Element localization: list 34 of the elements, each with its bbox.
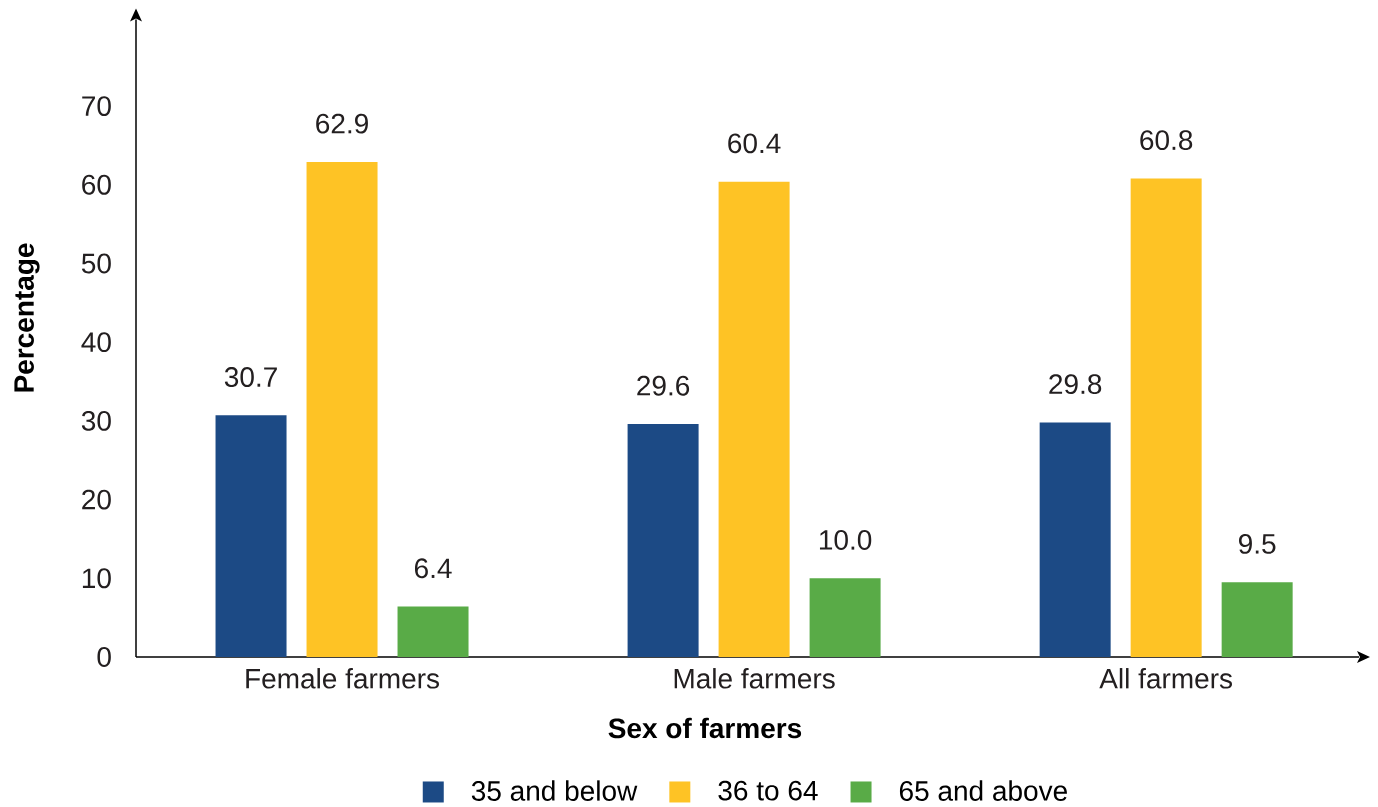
x-tick-label: All farmers: [1099, 668, 1232, 689]
bar: [627, 424, 699, 657]
bar: [306, 161, 378, 657]
data-label: 29.6: [637, 375, 690, 396]
data-label: 9.5: [1239, 533, 1276, 554]
x-axis-title: Sex of farmers: [608, 717, 802, 739]
legend-label: 36 to 64: [718, 780, 818, 801]
y-tick-label: 60: [82, 174, 111, 195]
data-label: 60.8: [1140, 130, 1193, 151]
legend-label: 65 and above: [899, 780, 1067, 801]
x-tick-label: Male farmers: [674, 668, 835, 689]
bar: [809, 578, 881, 657]
data-label: 10.0: [819, 530, 872, 550]
bar: [397, 606, 469, 657]
y-tick-label: 50: [81, 253, 111, 274]
data-label: 29.8: [1049, 374, 1102, 395]
y-tick-label: 0: [97, 647, 111, 667]
y-tick-label: 20: [82, 489, 111, 510]
bar: [215, 415, 287, 657]
y-tick-label: 10: [82, 568, 111, 589]
bar: [718, 181, 790, 657]
y-tick-label: 30: [81, 410, 111, 431]
bar: [1130, 178, 1202, 657]
data-label: 62.9: [316, 113, 368, 134]
data-label: 60.4: [728, 133, 781, 154]
data-label: 30.7: [224, 367, 277, 387]
y-tick-label: 70: [82, 96, 111, 116]
bar: [1039, 422, 1111, 657]
data-label: 6.4: [414, 558, 452, 579]
legend-label: 35 and below: [471, 780, 638, 801]
x-tick-label: Female farmers: [246, 668, 439, 689]
y-tick-label: 40: [81, 332, 111, 353]
y-axis-title: Percentage: [14, 243, 40, 392]
bar: [1221, 582, 1293, 657]
